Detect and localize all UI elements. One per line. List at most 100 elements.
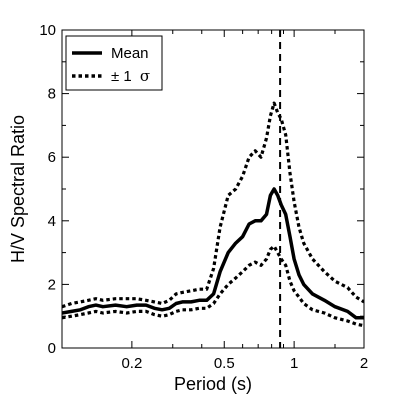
data-point-mean — [312, 293, 314, 295]
data-point-mean — [242, 236, 244, 238]
data-point-mean — [154, 308, 156, 310]
data-point-plus_sigma — [270, 115, 272, 117]
data-point-minus_sigma — [182, 309, 184, 311]
data-point-plus_sigma — [175, 293, 177, 295]
data-point-mean — [213, 293, 215, 295]
data-point-mean — [273, 188, 275, 190]
data-point-mean — [293, 258, 295, 260]
data-point-plus_sigma — [182, 292, 184, 294]
data-point-plus_sigma — [80, 301, 82, 303]
data-point-minus_sigma — [347, 320, 349, 322]
data-point-minus_sigma — [80, 314, 82, 316]
data-point-minus_sigma — [206, 308, 208, 310]
data-point-plus_sigma — [145, 300, 147, 302]
data-point-mean — [219, 271, 221, 273]
data-point-mean — [80, 309, 82, 311]
data-point-plus_sigma — [219, 226, 221, 228]
data-point-minus_sigma — [324, 312, 326, 314]
data-point-mean — [71, 311, 73, 313]
data-point-minus_sigma — [355, 323, 357, 325]
x-tick-label: 0.2 — [121, 355, 142, 372]
data-point-plus_sigma — [298, 226, 300, 228]
x-tick-label: 2 — [360, 355, 368, 372]
data-point-mean — [289, 236, 291, 238]
data-point-plus_sigma — [260, 156, 262, 158]
data-point-plus_sigma — [198, 288, 200, 290]
data-point-plus_sigma — [355, 296, 357, 298]
data-point-minus_sigma — [248, 265, 250, 267]
data-point-minus_sigma — [334, 317, 336, 319]
data-point-mean — [182, 301, 184, 303]
data-point-plus_sigma — [161, 303, 163, 305]
data-point-minus_sigma — [277, 252, 279, 254]
data-point-plus_sigma — [266, 137, 268, 139]
data-point-plus_sigma — [347, 287, 349, 289]
data-point-plus_sigma — [190, 290, 192, 292]
data-point-minus_sigma — [266, 258, 268, 260]
data-point-minus_sigma — [235, 277, 237, 279]
x-tick-label: 1 — [290, 355, 298, 372]
data-point-mean — [126, 306, 128, 308]
y-tick-label: 10 — [39, 22, 56, 39]
data-point-plus_sigma — [273, 102, 275, 104]
data-point-mean — [88, 306, 90, 308]
data-point-plus_sigma — [242, 176, 244, 178]
y-tick-label: 2 — [48, 276, 56, 293]
x-tick-label: 0.5 — [214, 355, 235, 372]
data-point-minus_sigma — [303, 303, 305, 305]
data-point-minus_sigma — [175, 311, 177, 313]
data-point-mean — [136, 304, 138, 306]
data-point-minus_sigma — [312, 309, 314, 311]
data-point-plus_sigma — [88, 300, 90, 302]
legend-sigma-prefix: ± 1 — [111, 68, 132, 85]
data-point-minus_sigma — [227, 284, 229, 286]
data-point-mean — [254, 220, 256, 222]
data-point-plus_sigma — [115, 298, 117, 300]
data-point-mean — [115, 304, 117, 306]
data-point-plus_sigma — [206, 288, 208, 290]
data-point-plus_sigma — [126, 298, 128, 300]
legend-box — [65, 35, 163, 91]
data-point-minus_sigma — [136, 311, 138, 313]
data-point-plus_sigma — [285, 134, 287, 136]
series-line-mean — [62, 187, 364, 320]
legend-sigma-label: ± 1 σ — [111, 67, 150, 85]
data-point-plus_sigma — [102, 300, 104, 302]
legend: Mean ± 1 σ — [65, 35, 163, 91]
data-point-mean — [102, 306, 104, 308]
data-point-mean — [206, 300, 208, 302]
data-point-minus_sigma — [213, 303, 215, 305]
data-point-minus_sigma — [254, 261, 256, 263]
data-point-mean — [324, 300, 326, 302]
data-point-minus_sigma — [285, 265, 287, 267]
data-point-mean — [298, 274, 300, 276]
data-point-mean — [270, 195, 272, 197]
data-point-plus_sigma — [254, 150, 256, 152]
data-point-plus_sigma — [169, 300, 171, 302]
data-point-plus_sigma — [289, 172, 291, 174]
data-point-minus_sigma — [242, 271, 244, 273]
data-point-plus_sigma — [227, 195, 229, 197]
data-point-minus_sigma — [169, 314, 171, 316]
data-point-plus_sigma — [324, 271, 326, 273]
data-point-mean — [303, 284, 305, 286]
data-point-plus_sigma — [213, 268, 215, 270]
data-point-mean — [175, 303, 177, 305]
data-point-mean — [145, 304, 147, 306]
data-point-plus_sigma — [71, 303, 73, 305]
data-point-plus_sigma — [293, 201, 295, 203]
data-point-minus_sigma — [198, 308, 200, 310]
data-point-minus_sigma — [95, 311, 97, 313]
data-point-mean — [260, 220, 262, 222]
data-point-mean — [198, 300, 200, 302]
data-point-minus_sigma — [273, 245, 275, 247]
data-point-mean — [334, 306, 336, 308]
data-point-mean — [95, 304, 97, 306]
data-point-mean — [266, 214, 268, 216]
data-point-minus_sigma — [260, 265, 262, 267]
x-axis-label: Period (s) — [174, 374, 252, 394]
data-point-mean — [169, 308, 171, 310]
data-point-plus_sigma — [136, 298, 138, 300]
data-point-minus_sigma — [115, 311, 117, 313]
